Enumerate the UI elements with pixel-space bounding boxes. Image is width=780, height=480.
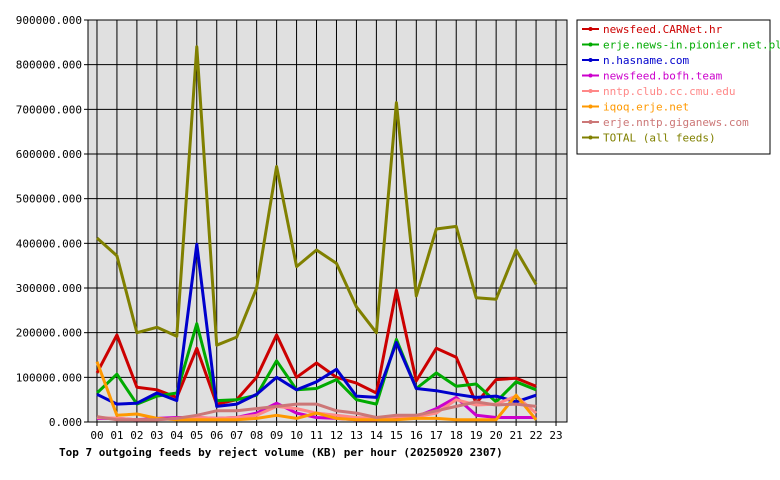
- x-tick-label: 10: [290, 429, 303, 442]
- legend-marker: [588, 27, 593, 31]
- y-tick-label: 300000.000: [16, 282, 82, 295]
- x-tick-label: 20: [490, 429, 503, 442]
- x-tick-label: 08: [250, 429, 263, 442]
- y-tick-label: 500000.000: [16, 193, 82, 206]
- series-line-total-all-feeds: [95, 45, 538, 347]
- plot-area: [88, 20, 567, 422]
- chart-title: Top 7 outgoing feeds by reject volume (K…: [59, 446, 503, 459]
- legend: newsfeed.CARNet.hr erje.news-in.pionier.n…: [576, 19, 780, 155]
- y-tick-label: 700000.000: [16, 103, 82, 116]
- x-tick-label: 02: [130, 429, 143, 442]
- legend-marker: [588, 120, 593, 124]
- x-tick-label: 15: [390, 429, 403, 442]
- x-tick-label: 23: [549, 429, 562, 442]
- series-line-n-hasname-com: [96, 242, 537, 408]
- legend-marker: [588, 135, 593, 140]
- legend-marker: [588, 89, 593, 93]
- x-tick-label: 18: [450, 429, 463, 442]
- legend-label: iqoq.erje.net: [603, 101, 689, 114]
- x-tick-label: 14: [370, 429, 384, 442]
- x-tick-label: 13: [350, 429, 363, 442]
- legend-marker: [588, 42, 593, 47]
- x-tick-label: 03: [150, 429, 163, 442]
- legend-marker: [588, 73, 593, 78]
- x-tick-label: 16: [410, 429, 423, 442]
- x-tick-label: 22: [529, 429, 542, 442]
- grid: [88, 19, 567, 423]
- series-line-erje-nntp-giganews-com: [96, 400, 537, 422]
- x-tick-label: 04: [170, 429, 184, 442]
- x-tick-label: 19: [470, 429, 483, 442]
- y-tick-label: 600000.000: [16, 148, 82, 161]
- legend-label: newsfeed.CARNet.hr: [603, 23, 723, 36]
- x-tick-label: 11: [310, 429, 323, 442]
- y-tick-label: 100000.000: [16, 371, 82, 384]
- x-tick-label: 09: [270, 429, 283, 442]
- y-tick-label: 200000.000: [16, 327, 82, 340]
- x-tick-label: 01: [110, 429, 123, 442]
- legend-label: erje.nntp.giganews.com: [603, 116, 749, 129]
- legend-label: nntp.club.cc.cmu.edu: [603, 85, 735, 98]
- x-tick-label: 07: [230, 429, 243, 442]
- y-tick-label: 400000.000: [16, 237, 82, 250]
- x-tick-label: 17: [430, 429, 443, 442]
- legend-label: newsfeed.bofh.team: [603, 70, 723, 83]
- x-tick-label: 00: [90, 429, 103, 442]
- legend-box: [576, 19, 771, 155]
- y-tick-label: 800000.000: [16, 59, 82, 72]
- series-lines: [95, 45, 538, 422]
- x-tick-label: 05: [190, 429, 203, 442]
- legend-label: n.hasname.com: [603, 54, 689, 67]
- legend-marker: [588, 58, 593, 62]
- legend-label: erje.news-in.pionier.net.pl: [603, 39, 780, 52]
- axes: 0.000 100000.000 200000.000 300000.000 40000…: [16, 14, 563, 442]
- x-tick-label: 21: [509, 429, 522, 442]
- legend-label: TOTAL (all feeds): [603, 132, 716, 145]
- x-tick-label: 06: [210, 429, 223, 442]
- series-line-erje-news-in-pionier-net-pl: [95, 322, 537, 406]
- plot-frame: [87, 19, 568, 423]
- legend-marker: [588, 104, 593, 109]
- x-tick-label: 12: [330, 429, 343, 442]
- y-tick-label: 0.000: [49, 416, 82, 429]
- y-tick-label: 900000.000: [16, 14, 82, 27]
